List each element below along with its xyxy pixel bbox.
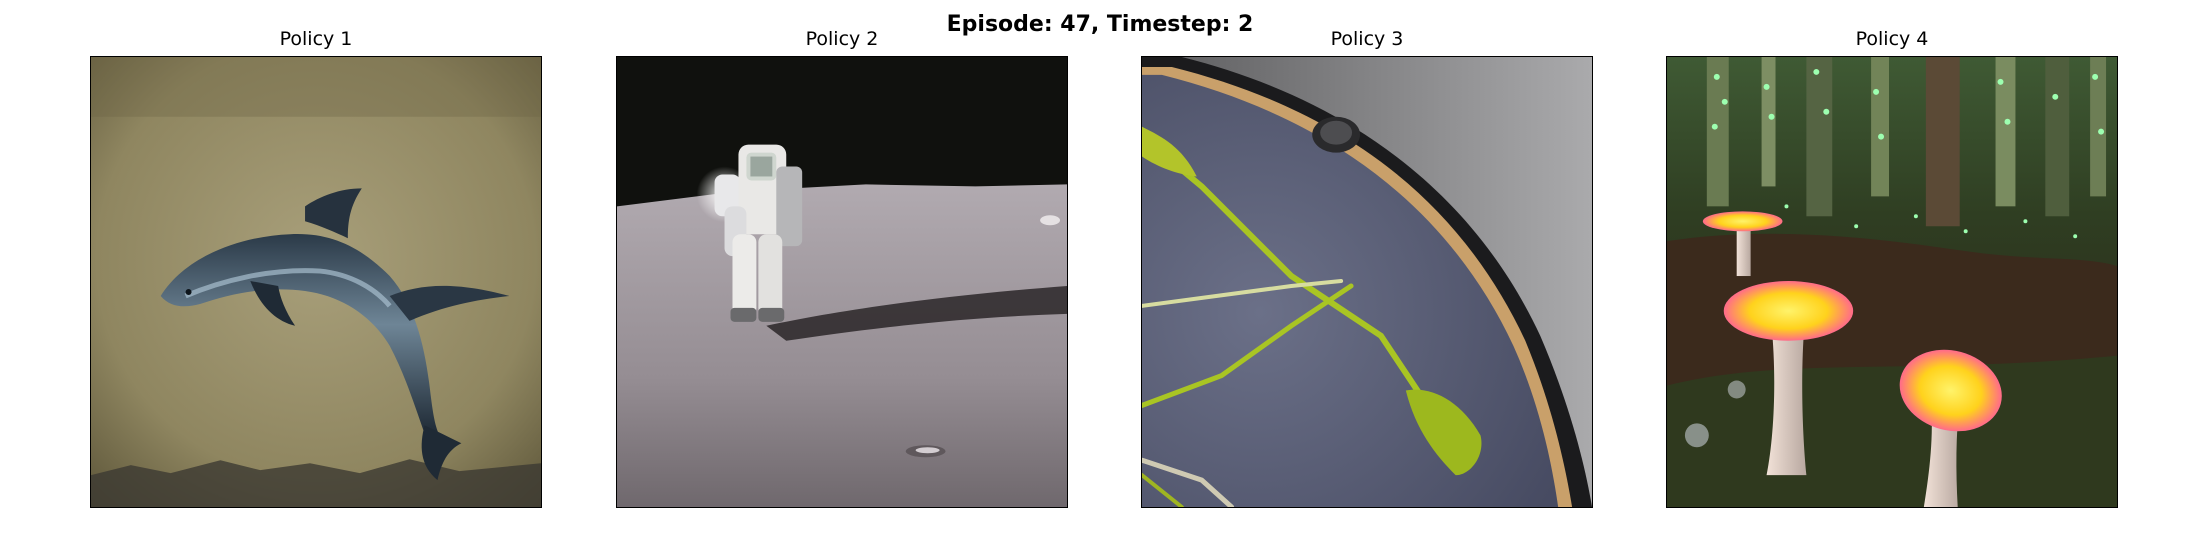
panel-title-policy-2: Policy 2 bbox=[805, 28, 879, 50]
panel-title-policy-3: Policy 3 bbox=[1330, 28, 1404, 50]
image-panel-policy-4 bbox=[1666, 56, 2118, 508]
image-panel-policy-3 bbox=[1141, 56, 1593, 508]
image-panel-policy-2 bbox=[616, 56, 1068, 508]
panel-title-policy-1: Policy 1 bbox=[279, 28, 353, 50]
embroidery-hoop-image bbox=[1142, 57, 1592, 507]
dolphin-figure bbox=[160, 188, 510, 481]
glowing-mushrooms-image bbox=[1667, 57, 2117, 507]
astronaut-moon-image bbox=[617, 57, 1067, 507]
small-mushroom bbox=[1702, 211, 1783, 277]
image-panel-policy-1 bbox=[90, 56, 542, 508]
fairy-lights bbox=[1711, 68, 2105, 239]
large-mushroom bbox=[1723, 281, 1854, 476]
astronaut-figure bbox=[696, 144, 803, 322]
forest-trees bbox=[1706, 57, 2107, 227]
dolphin-painting-image bbox=[91, 57, 541, 507]
figure-title: Episode: 47, Timestep: 2 bbox=[946, 12, 1254, 37]
panel-title-policy-4: Policy 4 bbox=[1855, 28, 1929, 50]
right-mushroom bbox=[1899, 349, 2002, 507]
